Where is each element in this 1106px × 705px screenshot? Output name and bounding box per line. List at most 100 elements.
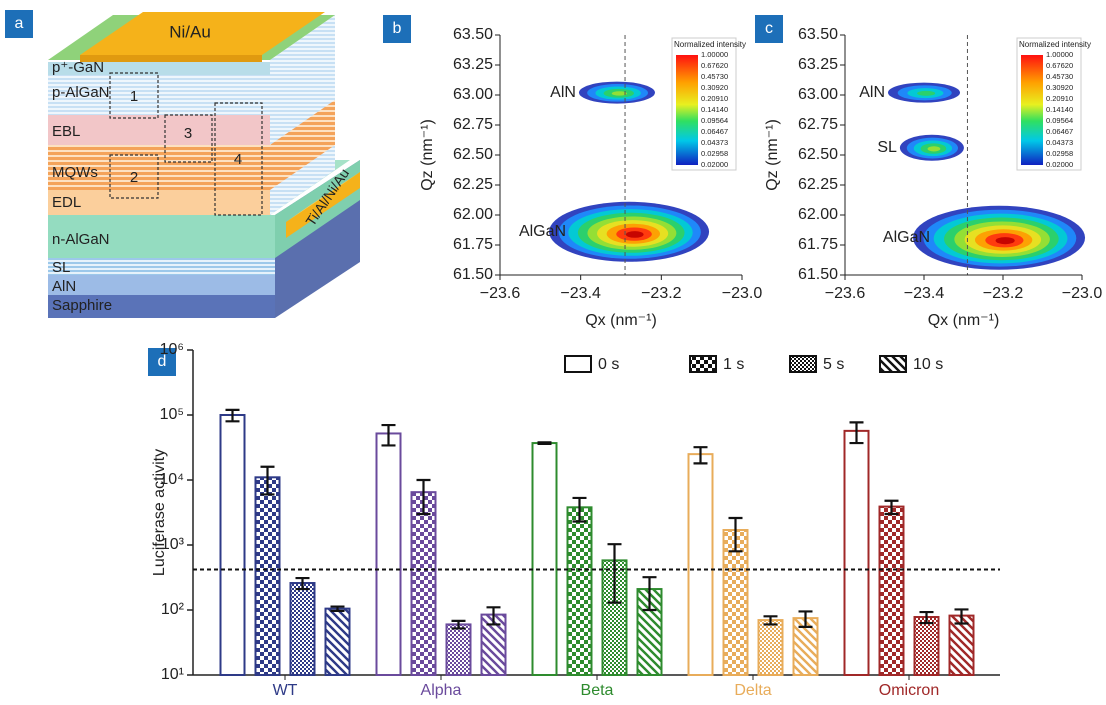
panel-badge — [5, 10, 33, 38]
bar — [948, 614, 975, 677]
y-axis-label: Qz (nm⁻¹) — [764, 119, 781, 191]
error-bar — [572, 496, 587, 523]
panel-badge — [755, 15, 783, 43]
colorbar-title: Normalized intensity — [674, 40, 746, 49]
peak-label: AlGaN — [883, 229, 930, 246]
error-bar — [537, 441, 552, 445]
legend-swatch — [564, 355, 592, 373]
region-box — [109, 154, 159, 199]
layer — [48, 190, 270, 215]
y-tick-label: 63.00 — [798, 86, 838, 103]
layer — [48, 258, 275, 275]
region-box — [214, 102, 263, 216]
colorbar-tick-label: 0.67620 — [1046, 61, 1073, 70]
y-tick-label: 62.75 — [798, 116, 838, 133]
error-bar — [486, 606, 501, 626]
peak — [913, 205, 1086, 270]
colorbar-tick-label: 0.45730 — [701, 72, 728, 81]
colorbar-tick-label: 0.02000 — [701, 160, 728, 169]
panel-letter: a — [15, 15, 24, 32]
panel-letter: b — [393, 20, 402, 37]
x-tick-label: −23.2 — [641, 285, 682, 302]
y-tick-label: 10⁶ — [160, 341, 184, 358]
colorbar-tick-label: 0.06467 — [701, 127, 728, 136]
colorbar-tick-label: 0.02958 — [701, 149, 728, 158]
y-tick-label: 62.50 — [453, 146, 493, 163]
colorbar-tick-label: 0.20910 — [701, 94, 728, 103]
layer-label: Sapphire — [52, 297, 112, 314]
error-bar — [295, 576, 310, 591]
colorbar-title: Normalized intensity — [1019, 40, 1091, 49]
bar — [843, 429, 870, 676]
y-tick-label: 61.50 — [453, 266, 493, 283]
bar — [687, 453, 714, 677]
y-tick-label: 10¹ — [161, 666, 184, 683]
y-tick-label: 62.00 — [798, 206, 838, 223]
bar — [375, 432, 402, 676]
colorbar-tick-label: 0.14140 — [701, 105, 728, 114]
peak-label: AlN — [550, 84, 576, 101]
peak-ring — [611, 91, 627, 96]
layer-label: n-AlGaN — [52, 231, 110, 248]
peak-label: AlGaN — [519, 223, 566, 240]
peak-ring — [625, 231, 644, 238]
panel-a: a Ni/Au p⁺-GaN — [5, 10, 360, 318]
colorbar-tick-label: 0.06467 — [1046, 127, 1073, 136]
colorbar-tick-label: 0.04373 — [1046, 138, 1073, 147]
y-tick-label: 62.25 — [798, 176, 838, 193]
peak-ring — [995, 237, 1015, 245]
legend-label: 0 s — [598, 356, 619, 373]
top-contact — [80, 12, 325, 55]
bar — [913, 616, 940, 677]
x-tick-label: −23.0 — [722, 285, 763, 302]
x-tick-label: −23.4 — [904, 285, 945, 302]
legend-swatch — [689, 355, 717, 373]
y-tick-label: 10² — [161, 601, 185, 618]
y-axis-label: Qz (nm⁻¹) — [419, 119, 436, 191]
bar — [254, 476, 281, 676]
y-tick-label: 61.75 — [798, 236, 838, 253]
y-tick-label: 63.25 — [798, 56, 838, 73]
error-bar — [954, 608, 969, 625]
region-label: 1 — [130, 88, 138, 105]
error-bar — [381, 423, 396, 447]
error-bar — [330, 605, 345, 612]
layer-label: SL — [52, 259, 70, 276]
error-bar — [919, 610, 934, 625]
layer — [48, 145, 270, 190]
region-box — [109, 72, 159, 119]
bar — [757, 619, 784, 676]
layer — [48, 295, 275, 318]
region-label: 3 — [184, 125, 192, 142]
panel-letter: d — [158, 353, 167, 370]
y-tick-label: 63.25 — [453, 56, 493, 73]
panel-letter: c — [765, 20, 773, 37]
colorbar — [1021, 55, 1043, 165]
error-bar — [849, 421, 864, 445]
peak-label: AlN — [859, 84, 885, 101]
x-tick-label: Delta — [734, 682, 771, 699]
contact — [286, 172, 360, 222]
bar — [566, 506, 593, 676]
peak-ring — [917, 90, 936, 96]
error-bar — [884, 499, 899, 516]
bar — [410, 491, 437, 677]
top-contact — [80, 55, 262, 62]
y-tick-label: 61.50 — [798, 266, 838, 283]
x-tick-label: −23.6 — [825, 285, 866, 302]
x-tick-label: Beta — [581, 682, 614, 699]
y-tick-label: 62.25 — [453, 176, 493, 193]
y-tick-label: 10⁴ — [159, 471, 184, 488]
colorbar-tick-label: 0.30920 — [1046, 83, 1073, 92]
colorbar-tick-label: 0.20910 — [1046, 94, 1073, 103]
colorbar-tick-label: 1.00000 — [701, 50, 728, 59]
y-tick-label: 63.50 — [798, 26, 838, 43]
colorbar-tick-label: 1.00000 — [1046, 50, 1073, 59]
error-bar — [693, 446, 708, 465]
peak — [899, 134, 964, 161]
side-face — [270, 100, 335, 190]
error-bar — [607, 543, 622, 604]
y-axis-label: Luciferase activity — [151, 449, 168, 576]
panel-badge — [383, 15, 411, 43]
